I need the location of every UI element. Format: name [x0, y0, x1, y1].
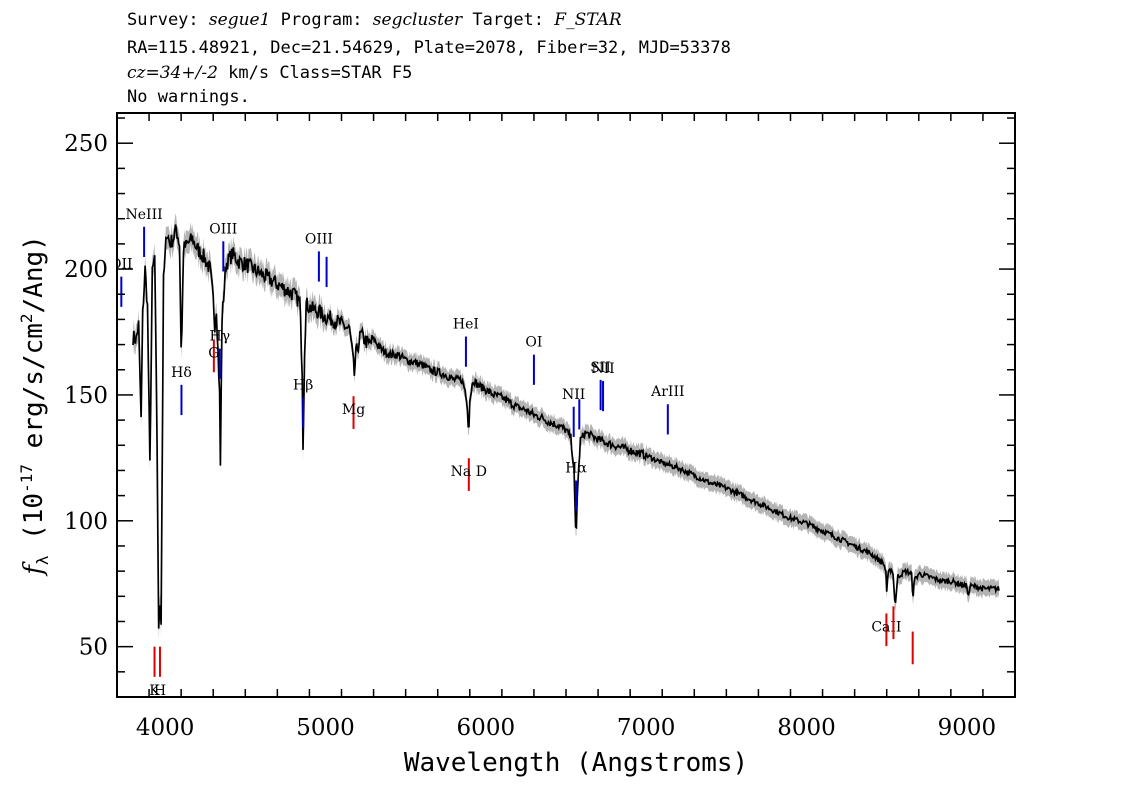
emission-label-NII-6548: NII [562, 387, 585, 403]
survey-value: segue1 [208, 10, 271, 30]
y-tick-label: 200 [64, 257, 108, 283]
x-tick-label: 5000 [296, 715, 355, 741]
emission-label-HeI: HeI [453, 317, 479, 333]
plot-area: OIINeIIIHδHγOIIIHβOIIIHeIOINIIHαSIINIIAr… [110, 207, 1000, 699]
emission-label-SII-6716: SII [590, 360, 611, 376]
y-tick-label: 150 [64, 383, 108, 409]
absorption-label-K: K [149, 683, 160, 699]
x-tick-label: 6000 [457, 715, 516, 741]
header-line-1: Survey: segue1 Program: segcluster Targe… [127, 10, 622, 30]
y-tick-label: 250 [64, 131, 108, 157]
absorption-label-CaII-8498: CaII [871, 619, 901, 635]
plot-frame [116, 112, 1016, 698]
header-line-2: RA=115.48921, Dec=21.54629, Plate=2078, … [127, 38, 731, 58]
program-value: segcluster [372, 10, 463, 30]
target-label: Target: [472, 10, 545, 30]
y-tick-label: 50 [79, 635, 108, 661]
x-tick-label: 4000 [136, 715, 195, 741]
survey-label: Survey: [127, 10, 199, 30]
emission-label-Hgamma: Hγ [209, 329, 230, 345]
spectrum-line [132, 224, 1000, 629]
x-tick-label: 9000 [938, 715, 997, 741]
redshift-value: cz=34+/-2 [127, 63, 218, 83]
error-band [133, 213, 999, 640]
emission-label-OI: OI [525, 335, 542, 351]
emission-label-Hdelta: Hδ [171, 365, 192, 381]
absorption-label-G: G [208, 346, 219, 362]
emission-label-OIII-4959: OIII [305, 231, 333, 247]
emission-label-SII-6731: NII [591, 361, 614, 377]
header-line-3: cz=34+/-2 km/s Class=STAR F5 [127, 63, 412, 83]
program-label: Program: [280, 10, 363, 30]
absorption-label-Mg: Mg [342, 402, 365, 418]
absorption-label-NaD: Na D [451, 464, 487, 480]
emission-label-Hbeta: Hβ [293, 377, 313, 393]
target-value: F_STAR [554, 10, 622, 30]
emission-label-OII: OII [110, 257, 133, 273]
emission-label-NeIII: NeIII [126, 207, 163, 223]
class-value: km/s Class=STAR F5 [228, 63, 413, 83]
absorption-label-H: H [154, 683, 166, 699]
emission-label-Halpha: Hα [565, 461, 587, 477]
x-tick-label: 8000 [777, 715, 836, 741]
x-tick-label: 7000 [617, 715, 676, 741]
header-line-4: No warnings. [127, 87, 250, 107]
y-axis-title: fλ (10-17 erg/s/cm2/Ang) [17, 235, 52, 577]
emission-label-ArIII: ArIII [650, 384, 684, 400]
x-axis-title: Wavelength (Angstroms) [404, 748, 748, 778]
y-tick-label: 100 [64, 509, 108, 535]
emission-label-OIII-4363: OIII [209, 221, 237, 237]
